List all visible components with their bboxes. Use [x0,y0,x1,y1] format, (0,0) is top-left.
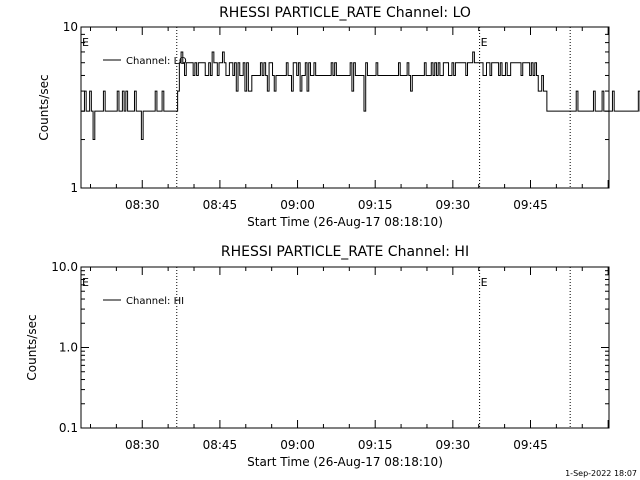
x-tick-label: 09:00 [280,438,315,452]
legend-entry: Channel: LO [126,56,187,67]
x-tick-label: 09:15 [358,198,393,212]
x-axis-label: Start Time (26-Aug-17 08:18:10) [247,215,443,229]
legend-entry: Channel: HI [126,296,184,307]
lo-channel-panel: RHESSI PARTICLE_RATE Channel: LO 08:30 08:… [37,5,640,229]
event-marker-label: E [481,276,488,289]
x-tick-label: 09:30 [436,198,471,212]
x-tick-label: 08:30 [125,438,160,452]
x-tick-label: 09:00 [280,198,315,212]
x-tick-label: 09:45 [513,438,548,452]
x-tick-label: 09:15 [358,438,393,452]
y-tick-label: 1.0 [59,341,78,355]
plot-timestamp: 1-Sep-2022 18:07 [565,469,637,478]
y-tick-label: 10 [63,20,78,34]
hi-channel-panel: RHESSI PARTICLE_RATE Channel: HI 08:30 08:… [25,244,610,469]
x-tick-label: 08:45 [203,198,238,212]
plot-frame [80,26,610,189]
series-line [81,51,640,141]
y-tick-label: 10.0 [51,260,78,274]
chart-title: RHESSI PARTICLE_RATE Channel: HI [221,244,469,260]
y-tick-label: 0.1 [59,421,78,435]
edge-marker-label: E [82,276,89,289]
y-tick-label: 1 [70,181,78,195]
plot-frame [80,266,610,429]
event-marker-label: E [481,36,488,49]
y-axis-label: Counts/sec [25,314,39,380]
x-axis-label: Start Time (26-Aug-17 08:18:10) [247,455,443,469]
x-tick-label: 08:30 [125,198,160,212]
y-axis-label: Counts/sec [37,74,51,140]
x-tick-label: 09:30 [436,438,471,452]
x-tick-label: 08:45 [203,438,238,452]
x-tick-label: 09:45 [513,198,548,212]
edge-marker-label: E [82,36,89,49]
chart-title: RHESSI PARTICLE_RATE Channel: LO [219,5,471,21]
